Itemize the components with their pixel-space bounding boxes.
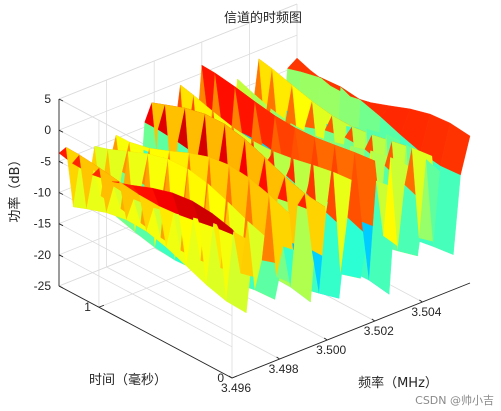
z-tick-label: -10: [34, 186, 52, 200]
x-tick-mark: [371, 318, 376, 322]
z-tick-mark: [58, 254, 64, 258]
x-tick-mark: [228, 375, 233, 379]
z-tick-mark: [58, 160, 64, 164]
x-tick-mark: [419, 299, 423, 303]
x-axis-label: 频率（MHz）: [358, 375, 438, 391]
y-tick-mark: [231, 375, 238, 379]
z-tick-mark: [58, 98, 64, 102]
grid-line-z-side: [58, 254, 233, 348]
pane-edge: [58, 3, 298, 100]
grid-line-z-side: [58, 223, 233, 317]
x-tick-label: 3.500: [316, 343, 346, 357]
z-tick-mark: [58, 192, 64, 195]
x-tick-mark: [323, 337, 328, 341]
x-tick-label: 3.496: [221, 381, 251, 395]
z-tick-mark: [58, 285, 64, 289]
surface-layer: [58, 57, 471, 314]
y-tick-mark: [98, 304, 105, 308]
z-tick-labels: 5 0 -5 -10 -15 -20 -25: [34, 92, 64, 293]
z-tick-label: -20: [34, 248, 52, 262]
z-axis-label: 功率（dB）: [7, 153, 23, 222]
x-tick-mark: [276, 356, 280, 360]
y-tick-label: 1: [84, 300, 91, 314]
x-tick-label: 3.498: [269, 362, 299, 376]
x-tick-label: 3.504: [411, 305, 441, 319]
z-tick-mark: [58, 223, 64, 227]
z-tick-label: -25: [34, 279, 52, 293]
y-axis-line: [58, 285, 233, 379]
y-axis-label: 时间（毫秒）: [89, 372, 167, 388]
y-tick-label: 0: [217, 371, 224, 385]
y-tick-labels: 01: [84, 300, 238, 385]
surface-patch: [440, 122, 471, 176]
watermark: CSDN @帅小吉: [415, 394, 494, 407]
z-tick-label: -5: [40, 154, 51, 168]
z-tick-mark: [58, 129, 64, 133]
grid-line-x-floor: [106, 266, 280, 360]
x-tick-label: 3.502: [364, 324, 394, 338]
z-tick-label: -15: [34, 217, 52, 231]
x-tick-labels: 3.496 3.498 3.500 3.502 3.504: [221, 299, 442, 395]
z-tick-label: 0: [44, 123, 51, 137]
grid-line-z-back: [58, 34, 298, 131]
x-axis-line: [231, 282, 471, 379]
z-tick-label: 5: [44, 92, 51, 106]
chart-title: 信道的时频图: [224, 10, 302, 26]
